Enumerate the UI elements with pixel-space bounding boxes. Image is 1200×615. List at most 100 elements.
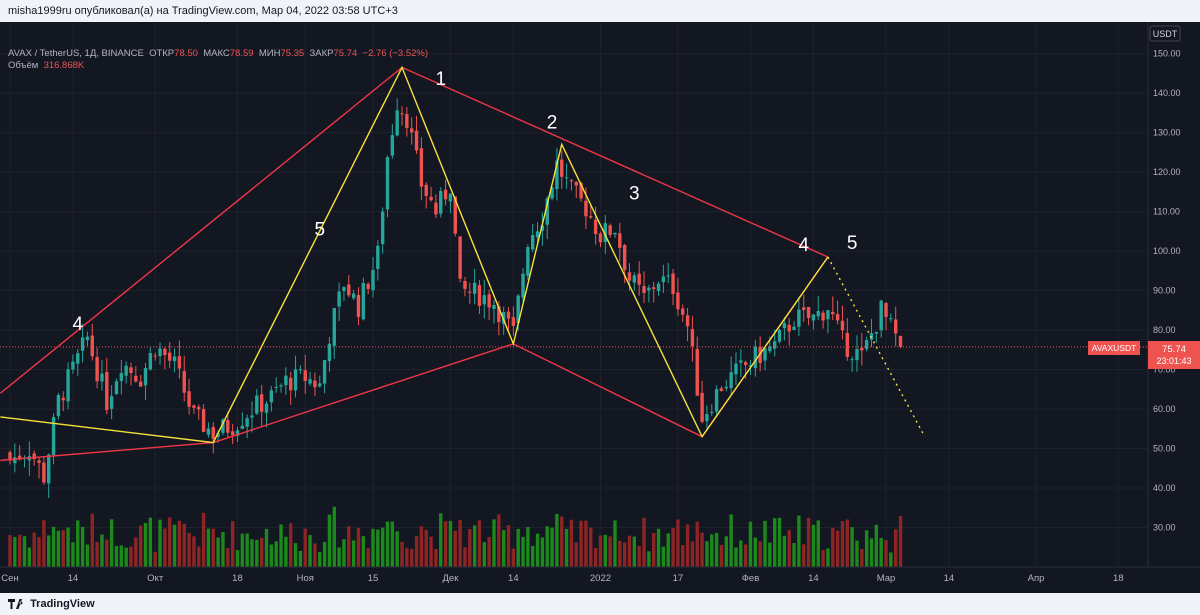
volume-bar xyxy=(860,549,864,567)
volume-bar xyxy=(148,517,153,567)
volume-bar xyxy=(90,513,94,567)
volume-bar xyxy=(521,536,525,567)
volume-row: Объём 316.868K xyxy=(8,60,428,72)
volume-bar xyxy=(831,527,835,567)
price-tick-label: 40.00 xyxy=(1153,483,1176,493)
ohlc-row: AVAX / TetherUS, 1Д, BINANCE ОТКР78.50 М… xyxy=(8,48,428,60)
volume-bar xyxy=(37,537,41,567)
yellow-wave-line xyxy=(827,256,926,438)
candle-body xyxy=(172,356,177,362)
wave-label: 5 xyxy=(847,233,858,254)
candle-body xyxy=(221,419,225,433)
candle-body xyxy=(884,303,888,318)
wave-label: 5 xyxy=(314,219,325,240)
volume-bar xyxy=(705,541,709,567)
candle-body xyxy=(772,341,777,349)
candle-body xyxy=(714,389,719,412)
candle-body xyxy=(255,395,259,414)
candle-body xyxy=(361,283,366,320)
candle-body xyxy=(468,291,472,293)
volume-bar xyxy=(250,539,254,567)
volume-bar xyxy=(235,550,240,567)
candle-body xyxy=(860,347,864,351)
candle-body xyxy=(729,372,733,389)
candle-body xyxy=(511,317,516,327)
candle-body xyxy=(235,430,240,436)
candle-body xyxy=(380,211,385,245)
price-tick-label: 100.00 xyxy=(1153,246,1181,256)
volume-bar xyxy=(32,532,36,567)
candle-body xyxy=(429,196,433,201)
candle-body xyxy=(700,392,704,422)
time-tick-label: Апр xyxy=(1028,573,1045,584)
candle-body xyxy=(792,326,796,331)
volume-bar xyxy=(763,520,767,567)
candle-body xyxy=(80,337,85,351)
candle-body xyxy=(376,245,380,269)
currency-box[interactable] xyxy=(1149,25,1181,42)
volume-bar xyxy=(511,548,516,567)
candle-body xyxy=(564,177,569,179)
candle-body xyxy=(855,349,859,361)
candle-body xyxy=(424,184,428,196)
price-scale[interactable]: 150.00 140.00 130.00 120.00 110.00 100.00 90.0… xyxy=(1153,49,1181,533)
candle-body xyxy=(366,284,370,290)
candle-body xyxy=(138,381,143,387)
candle-body xyxy=(105,371,109,411)
time-tick-label: Дек xyxy=(442,573,459,584)
volume-bar xyxy=(874,524,879,567)
price-chart[interactable]: 4 5 1 2 3 4 5 150.00 140.00 130.00 120.00 110.00 10… xyxy=(0,22,1200,593)
time-tick-label: 14 xyxy=(944,573,955,584)
candle-body xyxy=(192,405,196,408)
volume-bar xyxy=(782,535,787,567)
volume-bar xyxy=(80,526,85,567)
volume-bar xyxy=(855,540,859,567)
candle-body xyxy=(748,365,753,367)
volume-bar xyxy=(569,519,574,567)
candle-body xyxy=(342,287,346,291)
volume-bar xyxy=(734,547,738,567)
volume-bar xyxy=(768,542,772,567)
volume-bar xyxy=(385,521,390,567)
volume-bar xyxy=(758,541,762,567)
price-tick-label: 110.00 xyxy=(1153,207,1180,217)
symbol-price-tag xyxy=(1088,341,1140,355)
candle-body xyxy=(250,415,254,418)
volume-bar xyxy=(560,516,564,567)
candle-body xyxy=(806,307,811,318)
volume-bar xyxy=(284,536,288,567)
candle-body xyxy=(826,310,830,320)
volume-bar xyxy=(535,533,540,567)
volume-bar xyxy=(114,545,119,567)
chart-area[interactable]: 4 5 1 2 3 4 5 150.00 140.00 130.00 120.00 110.00 10… xyxy=(0,22,1200,593)
candle-body xyxy=(666,275,670,277)
wave-label: 3 xyxy=(629,184,640,205)
candlesticks xyxy=(8,98,903,499)
change-value: −2.76 (−3.52%) xyxy=(362,48,429,59)
time-axis[interactable]: Сен 14 Окт 18 Ноя 15 Дек 14 2022 17 Фев 14 Мар 14 Апр 1… xyxy=(1,573,1123,584)
price-scale-bg[interactable] xyxy=(1148,22,1200,567)
volume-bar xyxy=(85,544,90,567)
volume-bar xyxy=(279,524,283,567)
candle-body xyxy=(521,273,525,298)
candle-body xyxy=(618,233,622,248)
candle-body xyxy=(535,231,540,238)
volume-bar xyxy=(303,528,307,567)
wave-label: 1 xyxy=(435,69,446,90)
volume-bar xyxy=(61,530,65,567)
volume-bar xyxy=(840,521,845,567)
candle-body xyxy=(385,157,390,210)
volume-bar xyxy=(124,547,128,567)
volume-bar xyxy=(598,535,603,567)
candle-body xyxy=(835,314,840,321)
candle-body xyxy=(274,386,278,388)
candle-body xyxy=(230,431,235,436)
candle-body xyxy=(293,369,298,391)
candle-body xyxy=(802,307,806,310)
candle-body xyxy=(197,406,201,410)
candle-body xyxy=(613,232,617,235)
volume-bar xyxy=(356,527,361,567)
volume-bar xyxy=(259,537,264,567)
volume-bar xyxy=(177,520,182,567)
volume-bar xyxy=(119,545,124,567)
